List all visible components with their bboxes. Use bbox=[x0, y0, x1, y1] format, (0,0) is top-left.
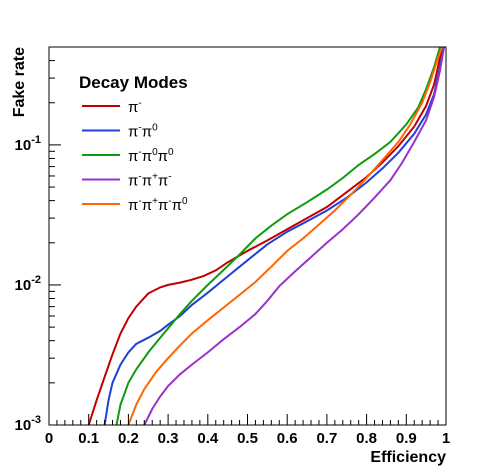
x-tick-label: 0.9 bbox=[396, 430, 417, 447]
x-tick-label: 0.4 bbox=[197, 430, 219, 447]
y-tick-label: 10-3 bbox=[15, 414, 41, 434]
x-tick-label: 0.1 bbox=[78, 430, 99, 447]
series-line-2 bbox=[103, 46, 445, 426]
series-line-5 bbox=[127, 46, 443, 426]
x-tick-label: 0.8 bbox=[356, 430, 377, 447]
x-tick-label: 0.6 bbox=[277, 430, 298, 447]
x-tick-label: 0.7 bbox=[316, 430, 337, 447]
series-line-3 bbox=[115, 46, 441, 426]
legend-label-2: π-π0 bbox=[128, 123, 158, 141]
x-tick-label: 0.2 bbox=[118, 430, 139, 447]
legend-label-3: π-π0π0 bbox=[128, 147, 174, 165]
legend-title: Decay Modes bbox=[79, 73, 188, 92]
x-tick-label: 0.5 bbox=[237, 430, 258, 447]
series-line-1 bbox=[87, 46, 445, 426]
x-tick-label: 0 bbox=[45, 430, 53, 447]
x-axis-label: Efficiency bbox=[370, 449, 446, 466]
legend-label-4: π-π+π- bbox=[128, 172, 172, 190]
y-tick-label: 10-2 bbox=[15, 274, 41, 294]
y-tick-label: 10-1 bbox=[15, 134, 41, 154]
legend-label-1: π- bbox=[128, 98, 142, 116]
x-tick-label: 0.3 bbox=[158, 430, 179, 447]
y-axis-label: Fake rate bbox=[11, 47, 28, 117]
legend-label-5: π-π+π-π0 bbox=[128, 196, 188, 214]
x-tick-label: 1 bbox=[442, 430, 450, 447]
series-line-4 bbox=[143, 46, 445, 426]
